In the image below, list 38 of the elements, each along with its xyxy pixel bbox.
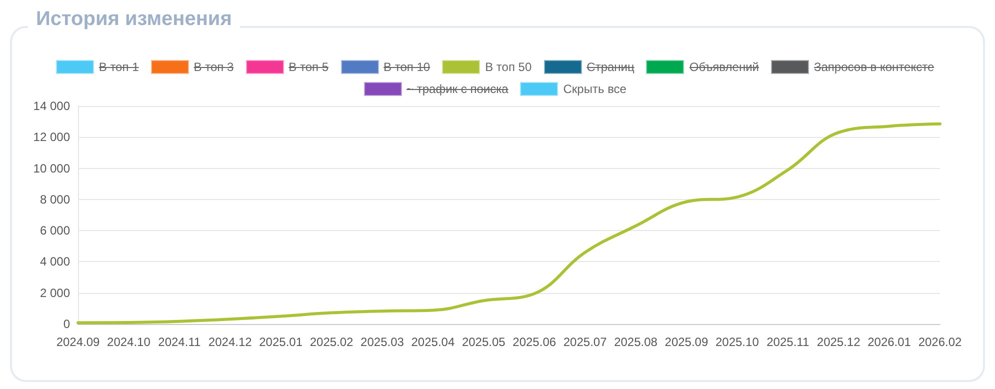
legend-label: Страниц [586,60,634,74]
x-tick-label: 2025.02 [310,335,354,349]
legend-label: Объявлений [689,60,759,74]
line-series [76,122,942,324]
x-tick-label: 2025.12 [816,335,861,349]
text: Скрыть все [563,82,626,96]
y-tick-label: 14 000 [33,99,70,113]
x-tick-label: 2025.01 [259,335,303,349]
x-tick-label: 2026.01 [868,335,912,349]
x-tick-label: 2025.08 [614,335,658,349]
y-tick-label: 6 000 [40,224,70,238]
legend-label: В топ 10 [384,60,430,74]
x-tick-label: 2024.11 [158,335,201,349]
y-tick-label: 12 000 [33,130,70,144]
x-tick-label: 2024.12 [208,335,252,349]
x-tick-label: 2025.11 [766,335,810,349]
legend-label: В топ 3 [194,60,234,74]
legend-label: Запросов в контексте [814,60,934,74]
x-tick-label: 2025.10 [715,335,760,349]
legend-label: ~ трафик с поиска [406,82,508,96]
x-tick-label: 2024.09 [56,335,100,349]
y-tick-label: 10 000 [33,161,70,176]
x-tick-label: 2025.03 [360,335,404,349]
x-tick-label: 2025.09 [664,335,708,349]
legend-label: В топ 1 [98,60,139,74]
x-tick-label: 2025.06 [512,335,556,349]
x-tick-label: 2025.04 [411,335,455,349]
x-tick-label: 2026.02 [918,335,962,349]
x-tick-label: 2024.10 [107,335,151,349]
x-tick-label: 2025.07 [563,335,608,349]
y-tick-label: 2 000 [40,286,70,300]
legend-label: В топ 50 [485,60,532,74]
x-tick-label: 2025.05 [462,335,506,349]
y-tick-label: 0 [63,317,70,331]
chart-title: История изменения [28,8,240,31]
y-tick-label: 8 000 [40,192,70,206]
y-tick-label: 4 000 [40,254,70,269]
legend-label: В топ 5 [288,60,329,74]
